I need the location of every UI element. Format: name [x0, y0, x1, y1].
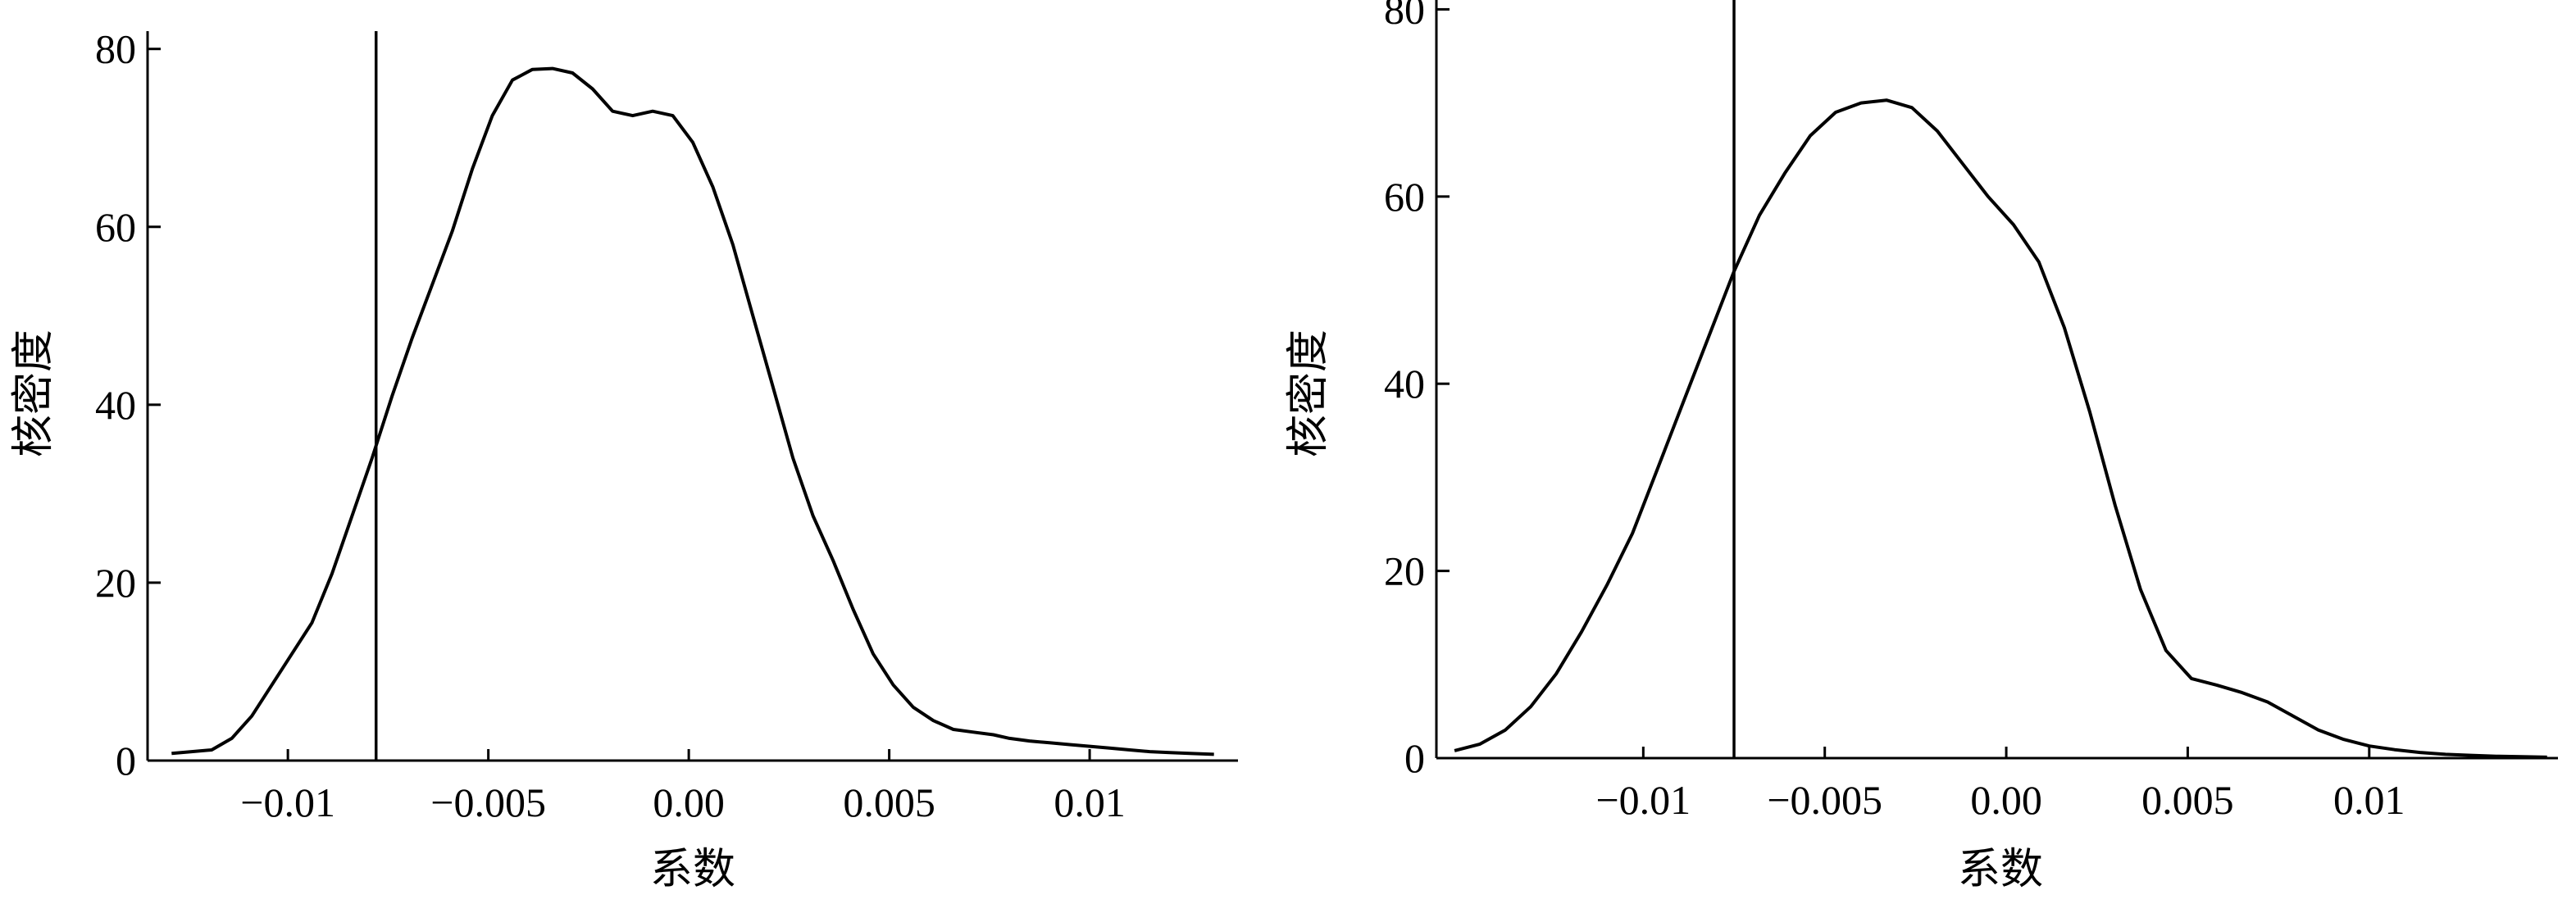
left-density-panel: 0 20 40 60 80 −0.01 −0.005 0.00 0.005 0.01 系数 核密度	[11, 26, 1238, 893]
y-tick-label: 60	[95, 204, 136, 250]
y-tick-label: 60	[1384, 174, 1425, 220]
y-tick-label: 0	[116, 738, 136, 784]
y-tick-label: 40	[95, 382, 136, 428]
y-tick-label: 20	[1384, 548, 1425, 594]
right-density-panel: 0 20 40 60 80 −0.01 −0.005 0.00 0.005 0.01 系数 核密度	[1286, 0, 2558, 893]
x-tick-label: −0.01	[1595, 777, 1691, 823]
x-tick-label: −0.01	[240, 779, 335, 825]
x-tick-label: −0.005	[1767, 777, 1882, 823]
x-tick-label: 0.01	[1054, 779, 1126, 825]
y-axis-title: 核密度	[11, 329, 57, 457]
y-tick-label: 0	[1404, 735, 1425, 781]
x-tick-label: 0.005	[843, 779, 935, 825]
y-tick-label: 40	[1384, 361, 1425, 407]
y-tick-label: 80	[95, 26, 136, 72]
x-tick-label: 0.00	[1970, 777, 2042, 823]
x-tick-label: −0.005	[430, 779, 546, 825]
x-tick-label: 0.00	[653, 779, 725, 825]
y-tick-label: 80	[1384, 0, 1425, 32]
x-tick-label: 0.005	[2141, 777, 2234, 823]
x-tick-label: 0.01	[2333, 777, 2405, 823]
y-axis-title: 核密度	[1286, 329, 1332, 457]
x-axis-title: 系数	[650, 847, 735, 893]
density-curve	[171, 66, 1214, 756]
y-tick-label: 20	[95, 560, 136, 606]
density-curve	[1454, 98, 2547, 759]
x-axis-title: 系数	[1958, 847, 2043, 893]
